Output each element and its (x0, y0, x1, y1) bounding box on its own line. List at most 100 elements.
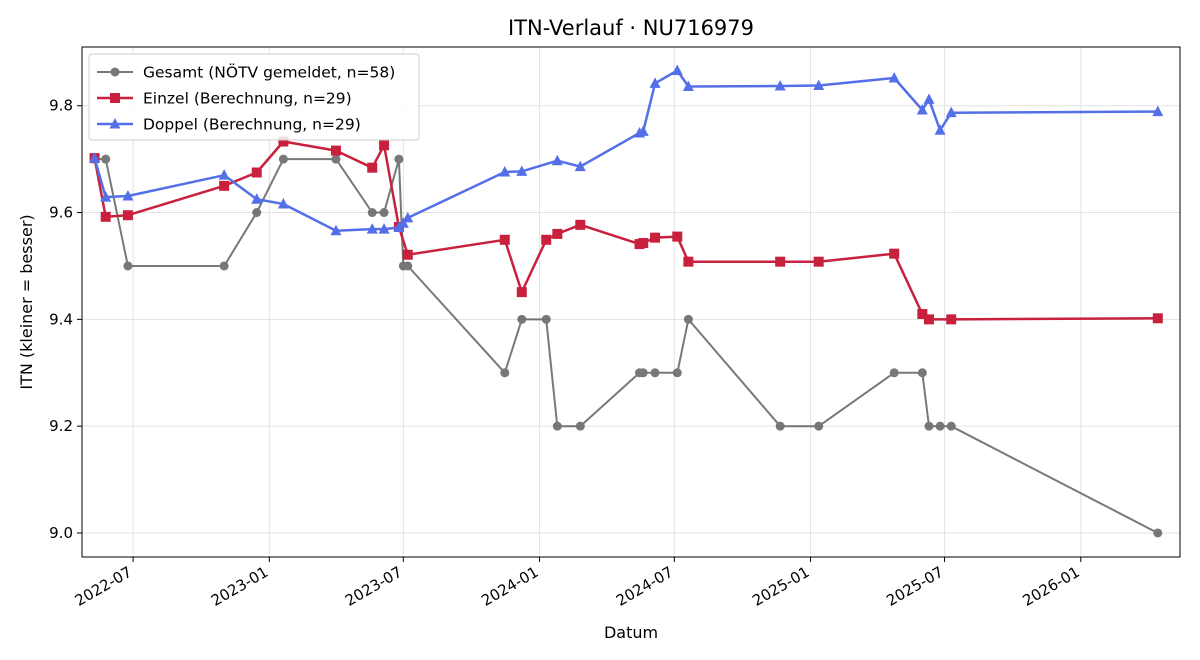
x-axis: 2022-07 2023-01 2023-07 2024-01 2024-07 2025-… (72, 557, 1083, 610)
data-point-gesamt (650, 368, 660, 378)
y-tick-label: 9.6 (49, 204, 73, 222)
data-point-doppel (397, 217, 409, 228)
data-point-gesamt (252, 208, 262, 218)
data-point-doppel (366, 223, 378, 234)
legend-label: Einzel (Berechnung, n=29) (143, 90, 352, 108)
data-point-doppel (277, 198, 289, 209)
data-point-doppel (888, 71, 900, 83)
data-point-doppel (923, 93, 935, 104)
series-line-einzel (93, 140, 1158, 321)
data-point-einzel (330, 145, 341, 156)
data-point-einzel (219, 180, 230, 191)
data-point-einzel (402, 249, 413, 260)
data-point-doppel (916, 104, 928, 115)
legend-entry-gesamt (97, 67, 133, 77)
data-point-doppel (682, 80, 694, 92)
legend-entry-einzel (97, 93, 133, 103)
data-point-gesamt (917, 368, 927, 378)
data-point-gesamt (935, 421, 945, 431)
legend-label: Gesamt (NÖTV gemeldet, n=58) (143, 63, 395, 82)
x-tick-label: 2023-01 (208, 563, 271, 610)
legend: Gesamt (NÖTV gemeldet, n=58) Einzel (Bere… (88, 53, 420, 141)
data-point-doppel (218, 169, 230, 180)
grid-lines (82, 47, 1180, 557)
data-point-gesamt (924, 421, 934, 431)
data-point-gesamt (278, 154, 288, 164)
data-point-einzel (813, 256, 824, 267)
data-point-doppel (516, 165, 528, 176)
data-point-doppel (122, 189, 134, 201)
data-point-einzel (638, 237, 649, 248)
series-doppel (89, 64, 1164, 236)
data-point-einzel (516, 287, 527, 298)
data-point-doppel (330, 224, 342, 236)
data-point-doppel (100, 191, 112, 202)
x-tick-label: 2026-01 (1019, 563, 1082, 610)
x-tick-label: 2025-01 (749, 563, 812, 610)
legend-marker (110, 67, 120, 77)
y-axis: 9.0 9.2 9.4 9.6 9.8 (49, 97, 82, 542)
data-point-gesamt (331, 154, 341, 164)
x-axis-label: Datum (604, 623, 658, 642)
data-point-einzel (251, 167, 262, 178)
data-point-doppel (402, 211, 414, 223)
data-point-einzel (379, 140, 390, 151)
data-point-gesamt (403, 261, 413, 271)
y-tick-label: 9.0 (49, 524, 73, 542)
legend-marker (109, 118, 121, 129)
x-tick-label: 2025-07 (883, 563, 946, 610)
data-point-gesamt (500, 368, 510, 378)
data-point-gesamt (775, 421, 785, 431)
data-point-doppel (574, 160, 586, 172)
data-point-gesamt (1153, 528, 1163, 538)
data-point-gesamt (101, 154, 111, 164)
series-line-gesamt (94, 158, 1159, 534)
plot-frame (81, 46, 1181, 558)
data-point-einzel (775, 256, 786, 267)
data-point-gesamt (379, 208, 389, 218)
legend-box (88, 53, 420, 141)
series-einzel (89, 136, 1163, 325)
data-point-einzel (946, 314, 957, 325)
y-tick-label: 9.2 (49, 417, 73, 435)
chart-title: ITN-Verlauf · NU716979 (508, 16, 754, 40)
y-axis-label: ITN (kleiner = besser) (17, 214, 36, 389)
data-point-gesamt (946, 421, 956, 431)
x-tick-label: 2024-07 (613, 563, 676, 610)
data-point-gesamt (541, 314, 551, 324)
legend-label: Doppel (Berechnung, n=29) (143, 116, 361, 134)
data-point-gesamt (123, 261, 133, 271)
data-point-einzel (278, 136, 289, 147)
data-point-einzel (683, 256, 694, 267)
x-tick-label: 2024-01 (478, 563, 541, 610)
data-point-doppel (813, 79, 825, 90)
data-point-einzel (367, 162, 378, 173)
data-point-gesamt (683, 314, 693, 324)
data-point-gesamt (889, 368, 899, 378)
series-gesamt (90, 154, 1163, 538)
data-point-gesamt (672, 368, 682, 378)
data-point-doppel (1152, 105, 1164, 117)
data-point-einzel (672, 231, 683, 242)
data-point-einzel (924, 314, 935, 325)
data-point-doppel (637, 125, 649, 136)
x-tick-label: 2022-07 (72, 563, 135, 610)
data-point-einzel (650, 232, 661, 243)
legend-marker (110, 93, 120, 103)
data-point-einzel (575, 219, 586, 230)
data-point-gesamt (814, 421, 824, 431)
data-point-doppel (934, 124, 946, 135)
data-point-doppel (671, 64, 683, 75)
data-point-doppel (499, 165, 511, 177)
data-point-einzel (552, 228, 563, 239)
data-point-doppel (649, 77, 661, 88)
data-point-gesamt (367, 208, 377, 218)
data-point-doppel (89, 152, 101, 163)
data-point-gesamt (575, 421, 585, 431)
data-point-einzel (917, 309, 928, 320)
data-point-einzel (122, 210, 133, 221)
data-point-einzel (889, 248, 900, 259)
data-point-doppel (945, 106, 957, 118)
data-point-gesamt (394, 154, 404, 164)
